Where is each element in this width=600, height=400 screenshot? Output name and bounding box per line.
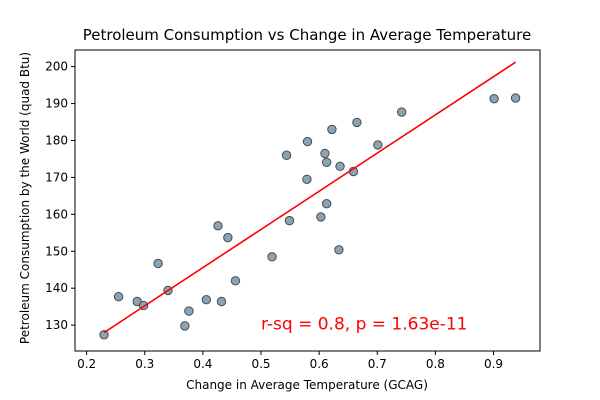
x-tick-label: 0.8 bbox=[426, 357, 445, 371]
y-tick-label: 180 bbox=[45, 133, 68, 147]
y-tick-label: 130 bbox=[45, 318, 68, 332]
y-tick-label: 140 bbox=[45, 281, 68, 295]
data-point bbox=[327, 124, 337, 135]
y-tick-label: 200 bbox=[45, 60, 68, 74]
data-point bbox=[223, 232, 233, 243]
x-tick-label: 0.7 bbox=[368, 357, 387, 371]
data-point bbox=[216, 296, 227, 307]
data-point bbox=[489, 94, 499, 104]
x-tick-label: 0.3 bbox=[135, 357, 154, 371]
data-point bbox=[201, 294, 212, 305]
regression-line bbox=[103, 61, 517, 334]
x-axis-label: Change in Average Temperature (GCAG) bbox=[186, 378, 428, 392]
x-tick-label: 0.9 bbox=[484, 357, 503, 371]
y-tick-label: 190 bbox=[45, 97, 68, 111]
x-tick-label: 0.6 bbox=[310, 357, 329, 371]
data-point bbox=[284, 215, 295, 226]
data-point bbox=[153, 258, 163, 269]
r-squared-annotation: r-sq = 0.8, p = 1.63e-11 bbox=[261, 314, 468, 334]
y-tick-label: 150 bbox=[45, 244, 68, 258]
data-point bbox=[321, 198, 332, 209]
data-point bbox=[180, 321, 190, 331]
y-tick-label: 160 bbox=[45, 207, 68, 221]
data-point bbox=[302, 136, 313, 147]
data-point bbox=[352, 117, 362, 128]
x-axis: 0.2 0.3 0.4 0.5 0.6 0.7 0.8 0.9 bbox=[77, 351, 503, 371]
data-point bbox=[184, 306, 194, 316]
data-point bbox=[302, 174, 312, 184]
data-point bbox=[321, 157, 332, 167]
data-point bbox=[334, 245, 344, 255]
data-point bbox=[510, 93, 521, 103]
y-tick-label: 170 bbox=[45, 170, 68, 184]
data-point bbox=[373, 140, 383, 150]
data-point bbox=[335, 161, 345, 172]
data-point bbox=[213, 221, 223, 231]
data-point bbox=[230, 276, 241, 286]
plot-frame bbox=[74, 49, 541, 352]
data-point bbox=[316, 212, 326, 222]
data-point bbox=[320, 148, 330, 159]
y-axis-label: Petroleum Consumption by the World (quad… bbox=[18, 52, 32, 344]
x-tick-label: 0.2 bbox=[77, 357, 96, 371]
data-point bbox=[99, 330, 109, 340]
x-tick-label: 0.5 bbox=[251, 357, 270, 371]
data-point bbox=[281, 150, 292, 160]
data-point bbox=[113, 292, 124, 302]
plot-content bbox=[99, 61, 521, 340]
data-point bbox=[396, 107, 407, 117]
data-point bbox=[267, 252, 277, 262]
x-tick-label: 0.4 bbox=[193, 357, 212, 371]
chart-title: Petroleum Consumption vs Change in Avera… bbox=[83, 26, 532, 44]
y-axis: 130 140 150 160 170 180 190 200 bbox=[45, 60, 75, 332]
